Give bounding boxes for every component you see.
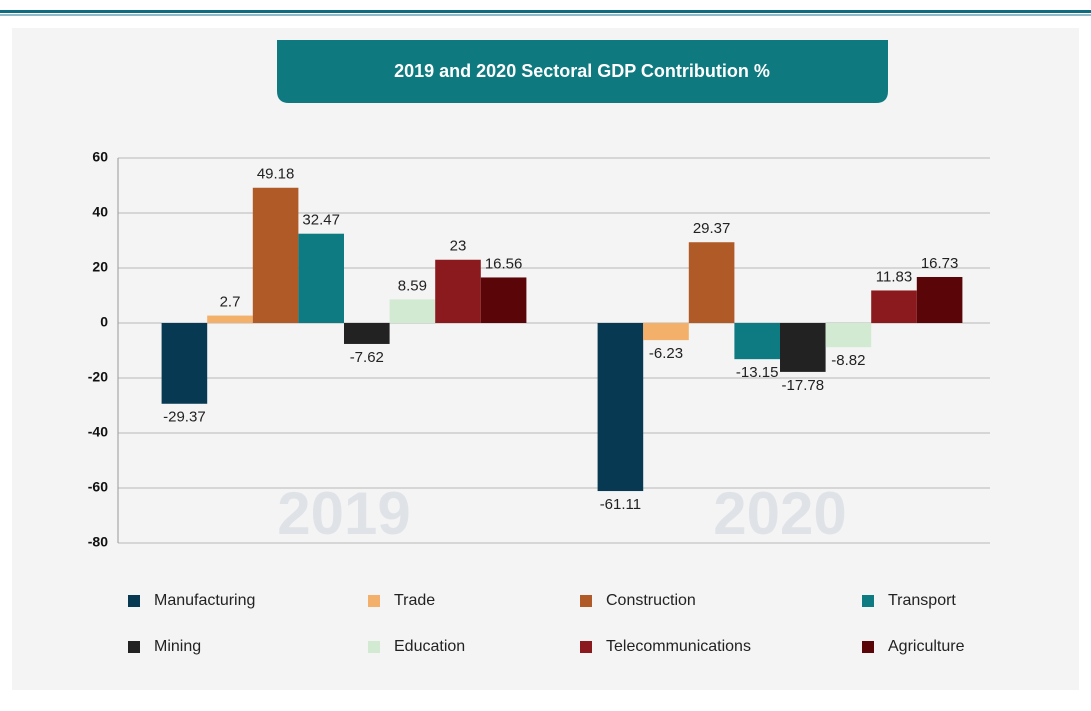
legend-swatch: [862, 595, 874, 607]
value-label: -13.15: [736, 364, 779, 381]
legend-swatch: [128, 641, 140, 653]
value-label: 32.47: [302, 212, 340, 229]
value-label: -8.82: [831, 352, 865, 369]
bar: [389, 299, 436, 323]
legend-label: Agriculture: [888, 638, 965, 655]
category-label: 2020: [713, 480, 846, 547]
value-label: -29.37: [163, 409, 206, 426]
bar: [825, 323, 872, 348]
y-tick-label: -20: [88, 369, 108, 385]
bar: [298, 233, 344, 323]
top-rule: [0, 10, 1091, 13]
legend-label: Telecommunications: [606, 638, 751, 655]
chart-title: 2019 and 2020 Sectoral GDP Contribution …: [394, 61, 770, 81]
legend-label: Construction: [606, 592, 696, 609]
bar: [871, 290, 917, 323]
bar: [916, 276, 963, 323]
top-rule: [0, 14, 1091, 16]
bar: [161, 323, 208, 404]
value-label: -61.11: [600, 496, 641, 513]
value-label: -6.23: [649, 345, 683, 362]
value-label: -7.62: [350, 349, 384, 366]
y-tick-label: -80: [88, 534, 108, 550]
value-label: 16.56: [485, 255, 523, 272]
y-tick-label: 0: [100, 314, 108, 330]
legend-label: Transport: [888, 592, 956, 609]
bar: [734, 323, 780, 360]
y-tick-label: -40: [88, 424, 108, 440]
bar: [435, 259, 481, 323]
bar: [688, 242, 735, 323]
legend-label: Manufacturing: [154, 592, 255, 609]
legend-swatch: [368, 641, 380, 653]
value-label: 23: [450, 238, 467, 255]
y-tick-label: 40: [92, 204, 108, 220]
category-label: 2019: [277, 480, 410, 547]
value-label: 29.37: [693, 220, 731, 237]
title-tab: [277, 40, 888, 103]
value-label: 49.18: [257, 166, 295, 183]
legend-label: Mining: [154, 638, 201, 655]
value-label: 11.83: [876, 268, 912, 285]
y-tick-label: 60: [92, 149, 108, 165]
bar: [344, 323, 390, 344]
value-label: 2.7: [220, 294, 241, 311]
value-label: -17.78: [782, 377, 825, 394]
legend-swatch: [368, 595, 380, 607]
bar: [252, 187, 299, 323]
legend-label: Trade: [394, 592, 435, 609]
value-label: 8.59: [398, 277, 427, 294]
legend-swatch: [580, 641, 592, 653]
bar: [480, 277, 527, 323]
bar: [597, 323, 644, 492]
legend-swatch: [862, 641, 874, 653]
legend-swatch: [128, 595, 140, 607]
legend-label: Education: [394, 638, 465, 655]
y-tick-label: 20: [92, 259, 108, 275]
bar: [643, 323, 689, 341]
y-tick-label: -60: [88, 479, 108, 495]
bar: [780, 323, 826, 372]
legend-swatch: [580, 595, 592, 607]
value-label: 16.73: [921, 255, 959, 272]
bar: [207, 315, 253, 323]
